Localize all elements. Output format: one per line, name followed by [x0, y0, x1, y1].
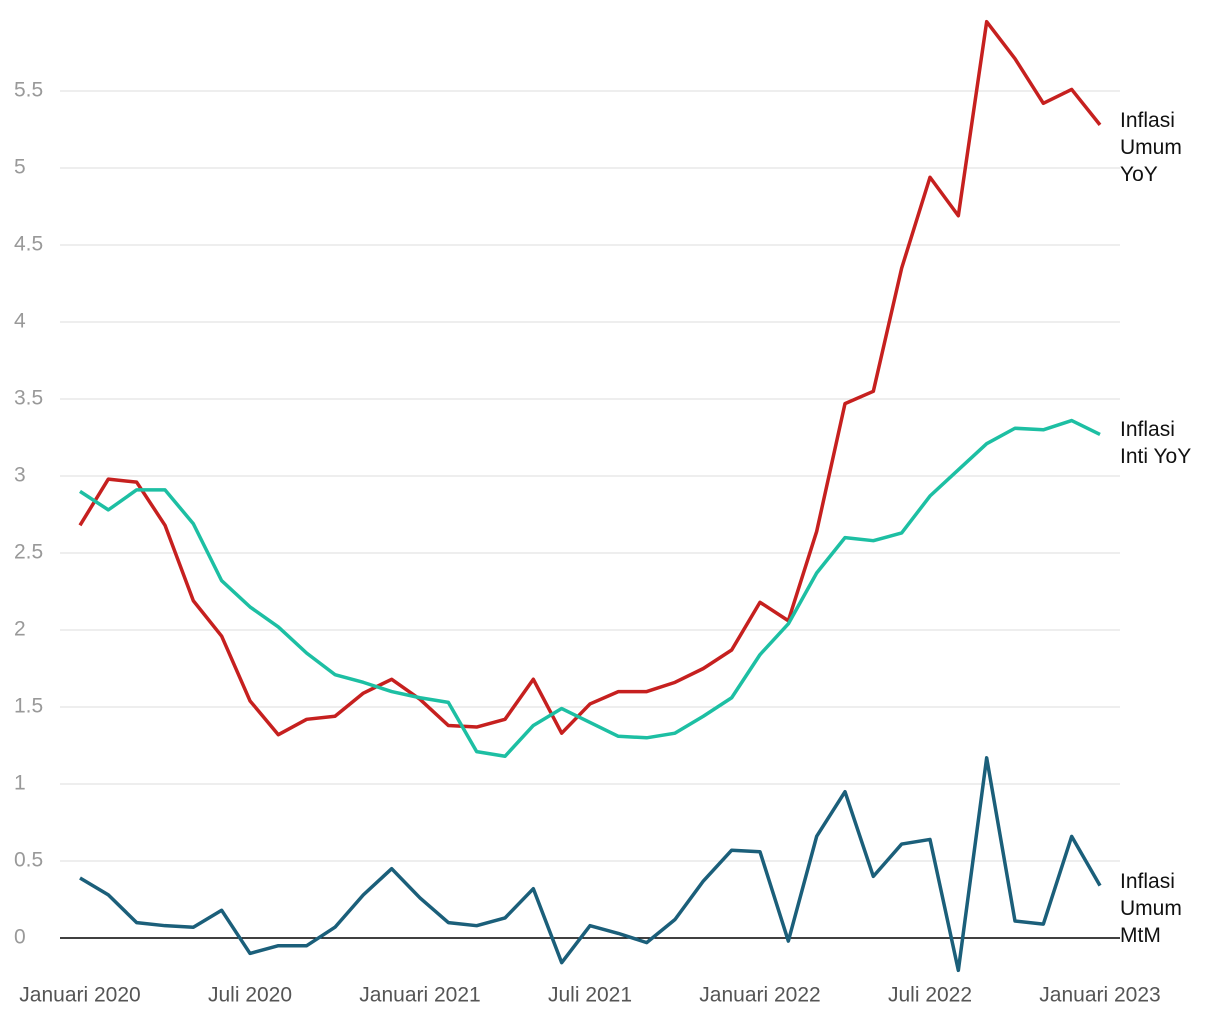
x-tick-label: Juli 2021: [548, 984, 632, 1007]
y-tick-label: 3: [14, 464, 26, 487]
y-tick-label: 4: [14, 310, 26, 333]
x-tick-label: Januari 2023: [1039, 984, 1160, 1007]
y-tick-label: 2: [14, 618, 26, 641]
y-tick-label: 5: [14, 156, 26, 179]
series-label: Inflasi Umum YoY: [1120, 108, 1182, 186]
y-tick-label: 0.5: [14, 849, 43, 872]
x-tick-label: Januari 2021: [359, 984, 480, 1007]
series-label: Inflasi Umum MtM: [1120, 869, 1182, 947]
y-tick-label: 3.5: [14, 387, 43, 410]
y-tick-label: 5.5: [14, 79, 43, 102]
line: [78, 19, 1102, 737]
y-tick-label: 0: [14, 926, 26, 949]
y-tick-label: 4.5: [14, 233, 43, 256]
y-tick-label: 1.5: [14, 695, 43, 718]
line: [79, 756, 1102, 973]
x-tick-label: Juli 2020: [208, 984, 292, 1007]
line: [79, 418, 1101, 759]
series-label: Inflasi Inti YoY: [1120, 418, 1192, 469]
y-tick-label: 1: [14, 772, 26, 795]
y-tick-label: 2.5: [14, 541, 43, 564]
x-tick-label: Januari 2022: [699, 984, 820, 1007]
x-tick-label: Juli 2022: [888, 984, 972, 1007]
x-tick-label: Januari 2020: [19, 984, 140, 1007]
